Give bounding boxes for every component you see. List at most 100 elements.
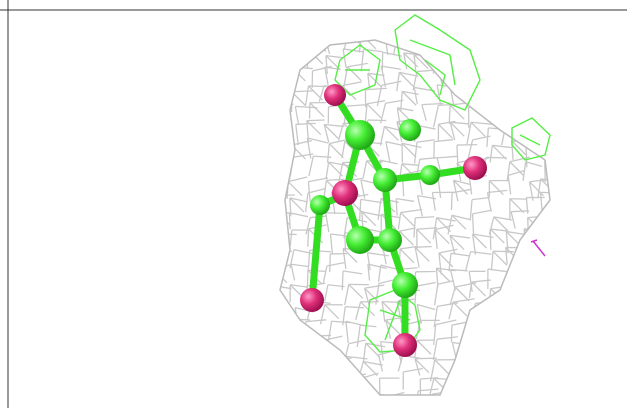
mesh-line [400,208,423,214]
mesh-line [362,343,367,363]
mesh-line [453,179,471,186]
mesh-line [399,230,414,246]
mesh-line [511,210,530,213]
carbon-atom [420,165,440,185]
mesh-line [451,214,467,230]
mesh-line [413,54,429,70]
mesh-line [539,192,543,213]
mesh-line [438,252,454,268]
green-mesh-top [334,14,481,111]
mesh-line [366,103,382,119]
mesh-line [294,106,300,126]
mesh-line [346,66,362,82]
mesh-line [379,126,386,146]
mesh-line [466,122,472,145]
mesh-line [525,161,543,168]
mesh-line [381,65,401,70]
mesh-line [329,233,333,254]
mesh-line [399,71,419,77]
mesh-line [438,123,453,139]
mesh-line [400,245,418,250]
mesh-line [471,281,487,297]
mesh-line [289,197,305,213]
mesh-line [416,139,435,143]
mesh-line [397,355,404,372]
mesh-line [342,306,346,326]
carbon-atom [310,195,330,215]
mesh-line [414,247,420,268]
mesh-line [471,121,493,125]
mesh-line [341,270,344,291]
mesh-line [435,268,439,288]
mesh-line [361,211,381,217]
mesh-line [325,54,344,59]
mesh-line [305,217,311,235]
mesh-line [468,177,473,195]
mesh-line [434,229,438,250]
mesh-line [490,251,494,271]
mesh-line [326,143,330,163]
mesh-line [437,280,454,285]
mesh-line [434,139,454,143]
carbon-atom [346,226,374,254]
mesh-line [449,234,465,250]
mesh-line [436,217,456,222]
mesh-line [289,229,293,247]
mesh-line [437,336,458,340]
mesh-line [511,140,527,156]
mesh-line [295,105,318,109]
mesh-line [436,217,452,233]
mesh-line [360,49,365,72]
mesh-line [493,216,513,221]
mesh-line [453,179,468,195]
mesh-line [324,66,330,88]
mesh-line [290,264,296,281]
mesh-line [367,252,389,257]
mesh-line [412,71,418,91]
mesh-line [505,247,508,265]
oxygen-atom [324,84,346,106]
mesh-line [468,271,473,292]
mesh-line [381,301,397,317]
mesh-line [325,212,346,215]
mesh-line [379,341,384,361]
mesh-line [367,72,385,77]
mesh-line [380,65,387,88]
mesh-line [376,85,383,107]
mesh-line [365,87,387,91]
mesh-line [361,211,377,227]
mesh-line [342,247,358,263]
mesh-line [366,100,386,105]
mesh-line [469,199,473,221]
mesh-line [448,105,451,124]
mesh-line [337,123,345,141]
mesh-line [358,199,362,221]
mesh-line [488,180,504,196]
oxygen-atom [463,156,487,180]
mesh-line [364,284,385,289]
mesh-line [362,361,378,377]
mesh-line [400,212,416,228]
mesh-line [308,177,329,183]
mesh-line [355,301,362,320]
oxygen-atom [300,288,324,312]
mesh-line [540,191,550,194]
mesh-line [363,287,370,306]
mesh-line [367,263,387,270]
mesh-line [288,212,291,230]
mesh-line [325,55,328,75]
mesh-line [432,105,440,128]
mesh-line [537,178,542,199]
mesh-line [379,159,398,165]
mesh-line [416,339,432,355]
mesh-line [400,267,418,270]
mesh-line [416,228,432,244]
mesh-line [363,360,384,366]
mesh-line [508,169,525,177]
mesh-line [401,142,422,149]
mesh-line [470,250,492,255]
mesh-line [491,144,507,160]
mesh-line [342,270,363,275]
mesh-line [289,212,309,218]
